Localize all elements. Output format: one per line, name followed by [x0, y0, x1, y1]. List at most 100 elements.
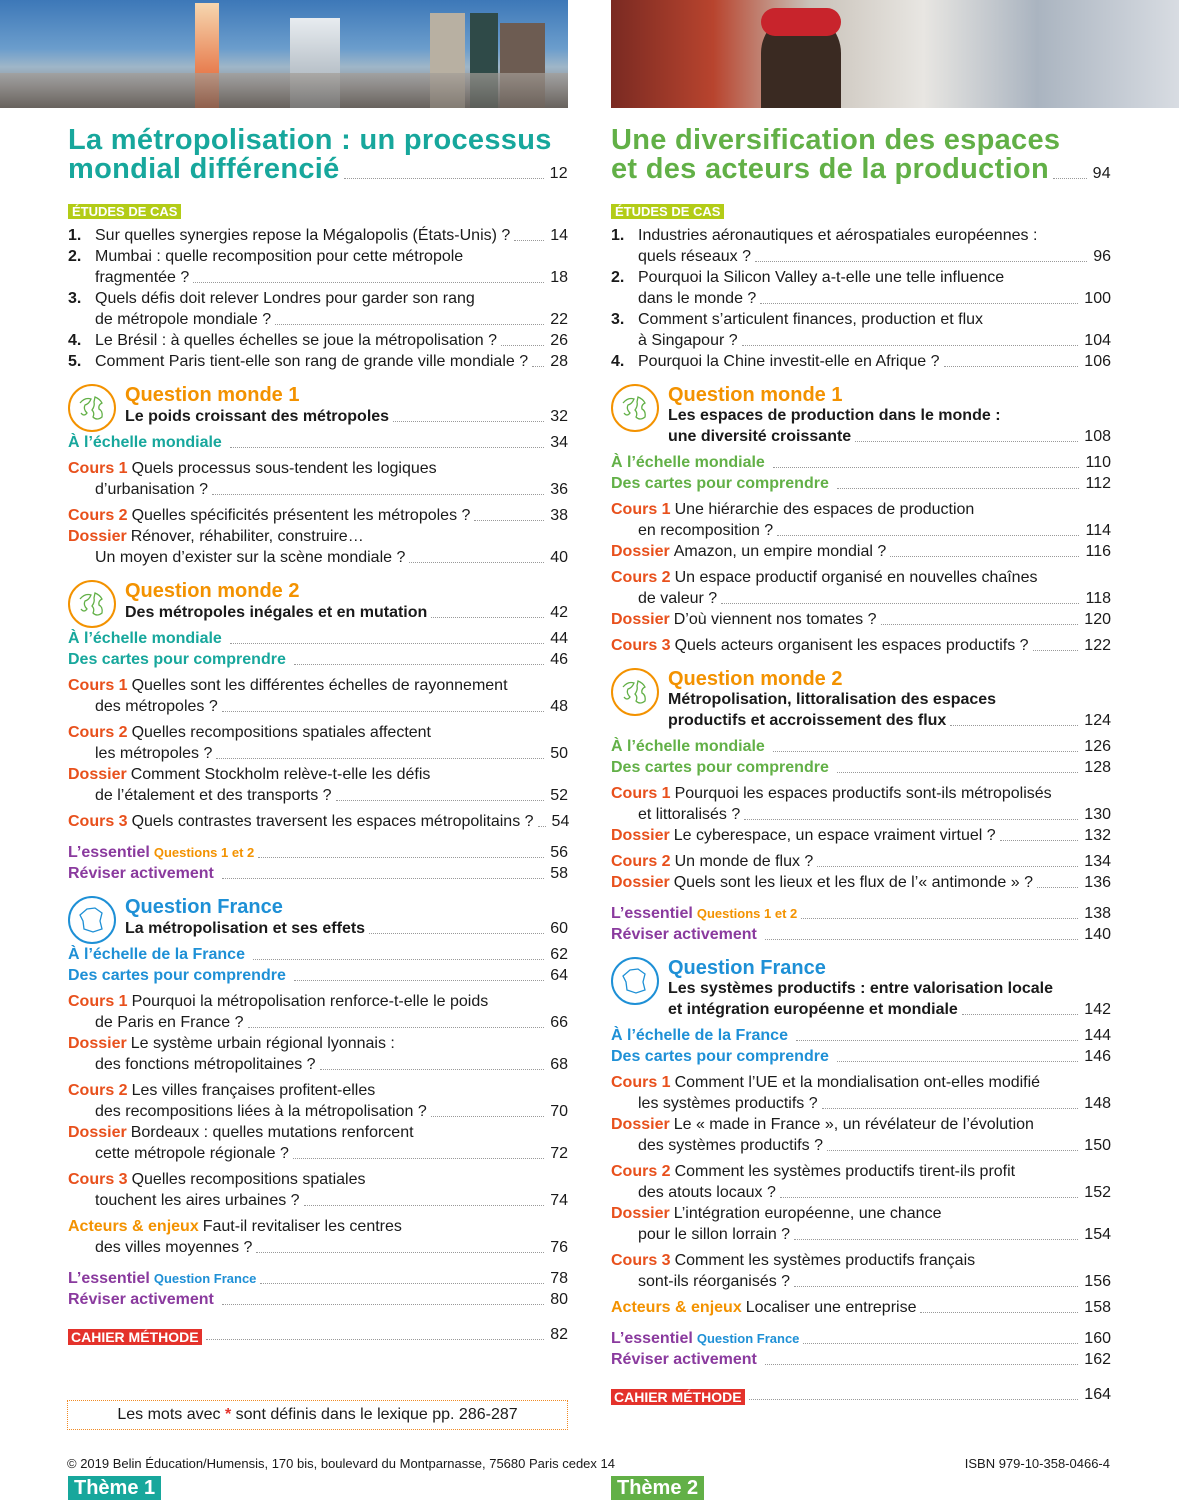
item-number: 1.	[611, 227, 625, 244]
toc-group: Cours 3 Comment les systèmes productifs f…	[611, 1250, 1111, 1292]
toc-entry-essentiel[interactable]: L’essentiel Questions 1 et 2 56	[68, 842, 568, 863]
toc-entry-essentiel[interactable]: L’essentiel Questions 1 et 2 138	[611, 903, 1111, 924]
dotted-leader	[343, 178, 544, 179]
toc-entry-cahier[interactable]: CAHIER MÉTHODE 82	[68, 1324, 568, 1345]
toc-entry-cours[interactable]: Dossier Le « made in France », un révélat…	[611, 1114, 1111, 1156]
toc-entry-section[interactable]: Des cartes pour comprendre 128	[611, 757, 1111, 778]
toc-entry-section[interactable]: À l’échelle mondiale 110	[611, 452, 1111, 473]
toc-entry-cours[interactable]: Cours 1 Quelles sont les différentes éche…	[68, 675, 568, 717]
toc-entry-france[interactable]: Des cartes pour comprendre 146	[611, 1046, 1111, 1067]
dotted-leader	[532, 366, 545, 367]
case-study-item[interactable]: 3. Comment s’articulent finances, product…	[611, 309, 1111, 351]
case-study-item[interactable]: 2. Pourquoi la Silicon Valley a-t-elle un…	[611, 267, 1111, 309]
toc-entry-cours[interactable]: Dossier Amazon, un empire mondial ? 116	[611, 541, 1111, 562]
toc-entry-cours[interactable]: Cours 1 Comment l’UE et la mondialisation…	[611, 1072, 1111, 1114]
toc-entry-cours[interactable]: Cours 1 Quels processus sous-tendent les …	[68, 458, 568, 500]
toc-group: À l’échelle mondiale 110 Des cartes pour c…	[611, 452, 1111, 494]
toc-entry-cours[interactable]: Cours 3 Quels contrastes traversent les e…	[68, 811, 569, 832]
toc-entry-cours[interactable]: Dossier Quels sont les lieux et les flux …	[611, 872, 1111, 893]
dotted-leader	[836, 1061, 1079, 1062]
question-monde-heading[interactable]: Question monde 2 Métropolisation, littora…	[611, 668, 1111, 731]
toc-entry-essentiel[interactable]: L’essentiel Question France 160	[611, 1328, 1111, 1349]
title-line: et des acteurs de la production 94	[611, 155, 1111, 184]
case-study-item[interactable]: 4. Le Brésil : à quelles échelles se joue…	[68, 330, 568, 351]
toc-entry-france[interactable]: Des cartes pour comprendre 64	[68, 965, 568, 986]
toc-entry-essentiel[interactable]: Réviser activement 162	[611, 1349, 1111, 1370]
toc-entry-section[interactable]: Des cartes pour comprendre 46	[68, 649, 568, 670]
entry-line: Cours 3 Quelles recompositions spatiales	[68, 1169, 568, 1190]
entry-text: Amazon, un empire mondial ?	[673, 543, 887, 560]
toc-entry-essentiel[interactable]: L’essentiel Question France 78	[68, 1268, 568, 1289]
entry-sublabel: Questions 1 et 2	[153, 845, 255, 860]
toc-entry-france[interactable]: À l’échelle de la France 144	[611, 1025, 1111, 1046]
dotted-leader	[1052, 178, 1087, 179]
question-france-heading[interactable]: Question France Les systèmes productifs :…	[611, 957, 1111, 1020]
question-france-heading[interactable]: Question France La métropolisation et ses…	[68, 896, 568, 944]
toc-entry-acteurs[interactable]: Acteurs & enjeux Localiser une entreprise…	[611, 1297, 1111, 1318]
entry-label: Cours 1	[611, 501, 671, 518]
page-number: 160	[1084, 1330, 1111, 1347]
question-monde-heading[interactable]: Question monde 1 Les espaces de productio…	[611, 384, 1111, 447]
dotted-leader	[260, 1283, 545, 1284]
toc-entry-cours[interactable]: Cours 1 Pourquoi la métropolisation renfo…	[68, 991, 568, 1033]
page-number: 138	[1084, 905, 1111, 922]
toc-entry-cours[interactable]: Dossier Bordeaux : quelles mutations renf…	[68, 1122, 568, 1164]
france-map-icon	[611, 957, 659, 1005]
toc-entry-section[interactable]: À l’échelle mondiale 44	[68, 628, 568, 649]
toc-entry-cours[interactable]: Dossier Le cyberespace, un espace vraimen…	[611, 825, 1111, 846]
case-study-item[interactable]: 1. Industries aéronautiques et aérospatia…	[611, 225, 1111, 267]
note-text: sont définis dans le lexique pp. 286-287	[235, 1406, 518, 1423]
toc-entry-cours[interactable]: Cours 3 Comment les systèmes productifs f…	[611, 1250, 1111, 1292]
question-subtitle: La métropolisation et ses effets 60	[125, 918, 568, 939]
dotted-leader	[501, 345, 545, 346]
toc-entry-section[interactable]: À l’échelle mondiale 34	[68, 432, 568, 453]
toc-entry-cours[interactable]: Dossier Rénover, réhabiliter, construire……	[68, 526, 568, 568]
toc-entry-section[interactable]: À l’échelle mondiale 126	[611, 736, 1111, 757]
toc-entry-cours[interactable]: Cours 2 Les villes françaises profitent-e…	[68, 1080, 568, 1122]
dotted-leader	[741, 345, 1079, 346]
entry-line: Cours 1 Quels processus sous-tendent les …	[68, 458, 568, 479]
entry-text: Le cyberespace, un espace vraiment virtu…	[673, 827, 996, 844]
toc-entry-cours[interactable]: Cours 2 Comment les systèmes productifs t…	[611, 1161, 1111, 1203]
question-monde-heading[interactable]: Question monde 2 Des métropoles inégales …	[68, 580, 568, 628]
toc-entry-cours[interactable]: Cours 2 Un monde de flux ? 134	[611, 851, 1111, 872]
toc-entry-cours[interactable]: Dossier Comment Stockholm relève-t-elle l…	[68, 764, 568, 806]
question-monde-heading[interactable]: Question monde 1 Le poids croissant des m…	[68, 384, 568, 432]
toc-entry-cours[interactable]: Cours 3 Quelles recompositions spatiales t…	[68, 1169, 568, 1211]
entry-line: L’essentiel Questions 1 et 2 56	[68, 842, 568, 863]
toc-entry-essentiel[interactable]: Réviser activement 140	[611, 924, 1111, 945]
toc-entry-france[interactable]: À l’échelle de la France 62	[68, 944, 568, 965]
case-study-item[interactable]: 2. Mumbai : quelle recomposition pour cet…	[68, 246, 568, 288]
toc-entry-essentiel[interactable]: Réviser activement 80	[68, 1289, 568, 1310]
toc-entry-acteurs[interactable]: Acteurs & enjeux Faut-il revitaliser les …	[68, 1216, 568, 1258]
toc-entry-cours[interactable]: Cours 1 Pourquoi les espaces productifs s…	[611, 783, 1111, 825]
entry-line: Cours 1 Pourquoi la métropolisation renfo…	[68, 991, 568, 1012]
toc-entry-essentiel[interactable]: Réviser activement 58	[68, 863, 568, 884]
entry-text: Faut-il revitaliser les centres	[202, 1218, 402, 1235]
toc-entry-cours[interactable]: Cours 2 Quelles recompositions spatiales …	[68, 722, 568, 764]
entry-text: Localiser une entreprise	[745, 1299, 917, 1316]
toc-entry-cours[interactable]: Cours 3 Quels acteurs organisent les espa…	[611, 635, 1111, 656]
page-number: 106	[1084, 353, 1111, 370]
entry-label: À l’échelle mondiale	[611, 738, 765, 755]
case-study-item[interactable]: 4. Pourquoi la Chine investit-elle en Afr…	[611, 351, 1111, 372]
toc-entry-cours[interactable]: Cours 1 Une hiérarchie des espaces de pro…	[611, 499, 1111, 541]
entry-label: Dossier	[611, 874, 670, 891]
entry-text: les métropoles ?	[95, 745, 213, 762]
toc-entry-cours[interactable]: Dossier Le système urbain régional lyonna…	[68, 1033, 568, 1075]
toc-entry-section[interactable]: Des cartes pour comprendre 112	[611, 473, 1111, 494]
toc-entry-cahier[interactable]: CAHIER MÉTHODE 164	[611, 1384, 1111, 1405]
toc-entry-cours[interactable]: Cours 2 Un espace productif organisé en n…	[611, 567, 1111, 609]
entry-line: en recomposition ? 114	[611, 520, 1111, 541]
entry-label: Des cartes pour comprendre	[611, 1048, 829, 1065]
entry-line: sont-ils réorganisés ? 156	[611, 1271, 1111, 1292]
toc-entry-cours[interactable]: Dossier D’où viennent nos tomates ? 120	[611, 609, 1111, 630]
page-number: 158	[1084, 1299, 1111, 1316]
entry-line: quels réseaux ? 96	[611, 246, 1111, 267]
case-study-item[interactable]: 1. Sur quelles synergies repose la Mégalo…	[68, 225, 568, 246]
toc-entry-cours[interactable]: Dossier L’intégration européenne, une cha…	[611, 1203, 1111, 1245]
case-study-item[interactable]: 3. Quels défis doit relever Londres pour …	[68, 288, 568, 330]
entry-line: Cours 3 Quels contrastes traversent les e…	[68, 811, 569, 832]
toc-entry-cours[interactable]: Cours 2 Quelles spécificités présentent l…	[68, 505, 568, 526]
case-study-item[interactable]: 5. Comment Paris tient-elle son rang de g…	[68, 351, 568, 372]
